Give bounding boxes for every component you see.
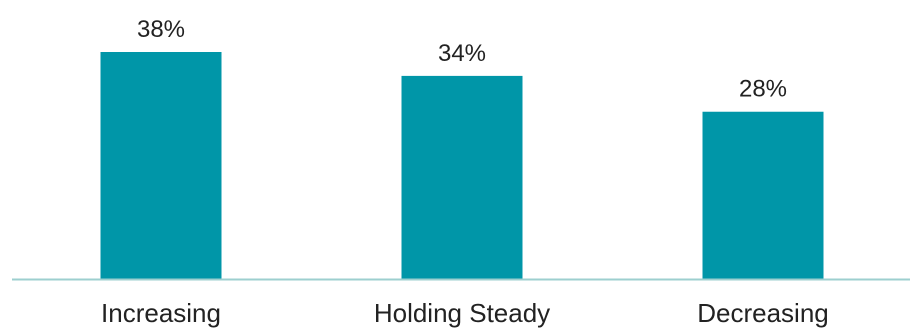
- bar-increasing: [100, 52, 222, 279]
- category-label-decreasing: Decreasing: [697, 298, 829, 328]
- category-labels-layer: Increasing Holding Steady Decreasing: [101, 298, 829, 328]
- value-label-decreasing: 28%: [739, 76, 787, 103]
- category-label-increasing: Increasing: [101, 298, 221, 328]
- value-labels-layer: 38% 34% 28%: [137, 16, 787, 103]
- bars-layer: [100, 52, 824, 279]
- value-label-holding-steady: 34%: [438, 40, 486, 67]
- value-label-increasing: 38%: [137, 16, 185, 43]
- bar-decreasing: [702, 111, 824, 279]
- category-label-holding-steady: Holding Steady: [374, 298, 550, 328]
- bar-holding-steady: [401, 75, 523, 279]
